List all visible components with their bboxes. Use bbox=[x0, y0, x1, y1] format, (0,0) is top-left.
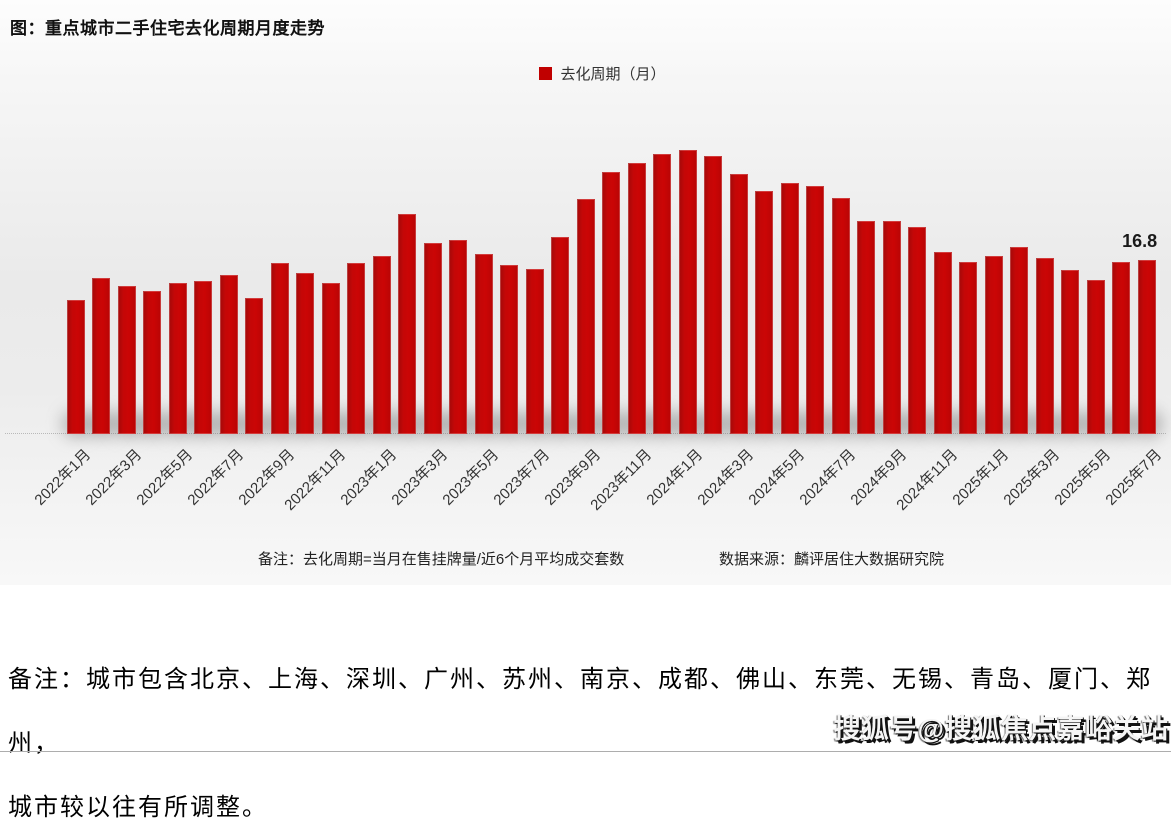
bar-2023年2月 bbox=[398, 214, 417, 434]
bar-2022年2月 bbox=[92, 278, 111, 434]
bar-2024年11月 bbox=[933, 252, 952, 434]
bar-2022年5月 bbox=[168, 283, 187, 434]
bar-2024年4月 bbox=[755, 191, 774, 434]
bar-2024年8月 bbox=[857, 221, 876, 434]
bottom-note-line2: 城市较以往有所调整。 bbox=[8, 795, 268, 821]
bar-2023年3月 bbox=[423, 243, 442, 434]
bottom-divider bbox=[0, 751, 1171, 752]
chart-panel: 图：重点城市二手住宅去化周期月度走势 去化周期（月） 16.8 2022年1月 2… bbox=[0, 0, 1171, 585]
bar-2022年4月 bbox=[143, 291, 162, 434]
legend-label: 去化周期（月） bbox=[560, 66, 666, 83]
plot-area: 16.8 2022年1月 2022年3月 2022年5月 2022年7月 2022年9月… bbox=[5, 150, 1166, 514]
bar-2025年5月 bbox=[1086, 280, 1105, 434]
legend: 去化周期（月） bbox=[17, 63, 1171, 84]
bar-2023年12月 bbox=[653, 154, 672, 434]
bar-2022年11月 bbox=[321, 283, 340, 434]
footnote-source: 数据来源：麟评居住大数据研究院 bbox=[719, 551, 945, 568]
chart-footnote: 备注：去化周期=当月在售挂牌量/近6个月平均成交套数 数据来源：麟评居住大数据研… bbox=[0, 548, 1171, 570]
bar-value-label: 16.8 bbox=[1122, 231, 1158, 251]
bar-2025年2月 bbox=[1010, 247, 1029, 434]
bar-2025年7月 bbox=[1137, 260, 1156, 434]
bar-2024年9月 bbox=[882, 221, 901, 434]
bar-2024年5月 bbox=[780, 183, 799, 434]
bar-2024年3月 bbox=[729, 174, 748, 434]
bar-2024年6月 bbox=[806, 186, 825, 434]
bar-2024年7月 bbox=[831, 198, 850, 434]
bar-2023年10月 bbox=[602, 172, 621, 434]
bar-2022年7月 bbox=[219, 275, 238, 434]
bar-2022年3月 bbox=[117, 286, 136, 434]
bar-2025年6月 bbox=[1112, 262, 1131, 434]
footnote-definition: 备注：去化周期=当月在售挂牌量/近6个月平均成交套数 bbox=[258, 551, 625, 568]
bar-2023年7月 bbox=[525, 269, 544, 434]
bar-2023年8月 bbox=[551, 237, 570, 434]
bar-2023年4月 bbox=[449, 240, 468, 434]
bar-2023年9月 bbox=[576, 199, 595, 434]
bar-2024年12月 bbox=[959, 262, 978, 434]
bar-2022年9月 bbox=[270, 263, 289, 434]
bar-2024年1月 bbox=[678, 150, 697, 434]
bottom-note-line1: 备注：城市包含北京、上海、深圳、广州、苏州、南京、成都、佛山、东莞、无锡、青岛、… bbox=[8, 667, 1152, 757]
chart-title: 图：重点城市二手住宅去化周期月度走势 bbox=[10, 19, 325, 38]
bar-2024年2月 bbox=[704, 156, 723, 434]
legend-swatch-icon bbox=[539, 67, 553, 80]
bar-2025年3月 bbox=[1035, 258, 1054, 434]
bar-2023年6月 bbox=[500, 265, 519, 434]
bar-2023年1月 bbox=[372, 256, 391, 434]
bar-2022年8月 bbox=[245, 298, 264, 434]
bar-2022年10月 bbox=[296, 273, 315, 434]
watermark: 搜狐号@搜狐焦点嘉峪关站 bbox=[833, 714, 1169, 744]
bar-2022年6月 bbox=[194, 281, 213, 434]
bar-2024年10月 bbox=[908, 227, 927, 434]
bar-2025年1月 bbox=[984, 256, 1003, 434]
bar-2023年5月 bbox=[474, 254, 493, 434]
bar-2023年11月 bbox=[627, 163, 646, 434]
bar-2022年12月 bbox=[347, 263, 366, 434]
bar-2025年4月 bbox=[1061, 270, 1080, 434]
bar-2022年1月 bbox=[66, 300, 85, 434]
